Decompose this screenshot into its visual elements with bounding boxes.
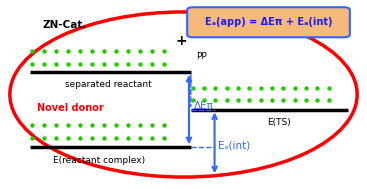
Text: Novel donor: Novel donor [37, 103, 103, 113]
Text: separated reactant: separated reactant [65, 81, 152, 89]
Text: +: + [176, 34, 188, 48]
Text: Eₐ(int): Eₐ(int) [218, 140, 251, 150]
Text: ZN-Cat.: ZN-Cat. [43, 20, 87, 30]
Text: E(TS): E(TS) [268, 118, 291, 127]
Text: E(reactant complex): E(reactant complex) [53, 156, 145, 165]
Text: Eₐ(app) = ΔEπ + Eₐ(int): Eₐ(app) = ΔEπ + Eₐ(int) [205, 17, 333, 27]
Text: ΔEπ: ΔEπ [194, 101, 214, 111]
FancyBboxPatch shape [187, 7, 350, 37]
Text: PP: PP [196, 53, 207, 61]
